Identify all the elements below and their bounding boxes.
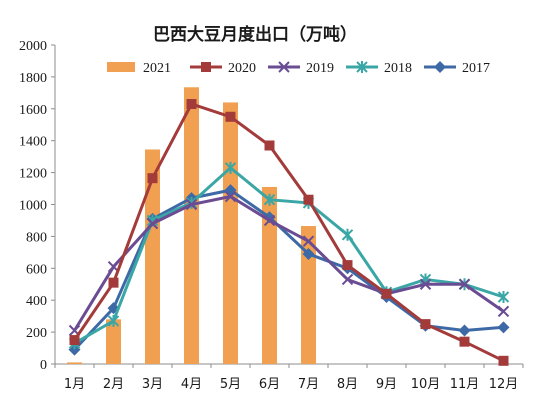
y-tick-label: 800 (26, 230, 47, 245)
y-axis-ticks: 0 200 400 600 800 1000 1200 1400 1600 1800 2000 (19, 39, 55, 373)
x-tick-label: 2月 (103, 377, 124, 392)
legend-label: 2018 (384, 61, 412, 76)
legend-marker (356, 61, 368, 73)
point-2020 (459, 336, 470, 347)
point-2019 (146, 217, 159, 230)
legend-item-2018: 2018 (346, 61, 412, 76)
legend-item-2017: 2017 (424, 61, 490, 76)
legend-label: 2019 (306, 61, 334, 76)
point-2017 (497, 321, 510, 334)
x-tick-label: 9月 (376, 377, 397, 392)
point-2020 (381, 288, 392, 299)
bar-2021 (262, 186, 277, 364)
point-2020 (147, 173, 158, 184)
point-2017 (302, 247, 315, 260)
series-2020 (69, 99, 509, 366)
x-tick-label: 5月 (220, 377, 241, 392)
legend-marker (201, 62, 211, 72)
y-tick-label: 1800 (19, 71, 47, 86)
line-series (68, 99, 510, 366)
legend-marker (434, 61, 446, 73)
x-axis-ticks: 1月 2月 3月 4月 5月 6月 7月 8月 9月 10月 11月 12月 (54, 364, 524, 392)
point-2020 (264, 140, 275, 151)
point-2020 (108, 277, 119, 288)
point-2019 (497, 305, 510, 318)
x-tick-label: 4月 (181, 377, 202, 392)
legend-label: 2017 (462, 61, 490, 76)
point-2018 (497, 291, 510, 304)
point-2020 (420, 319, 431, 330)
y-tick-label: 200 (26, 326, 47, 341)
bar-2021 (67, 362, 82, 364)
y-tick-label: 1200 (19, 167, 47, 182)
legend-label: 2020 (228, 61, 256, 76)
point-2019 (263, 214, 276, 227)
line-2020 (73, 102, 505, 363)
y-tick-label: 400 (26, 294, 47, 309)
x-tick-label: 12月 (489, 377, 519, 392)
point-2019 (302, 235, 315, 247)
point-2017 (458, 324, 471, 337)
bar-2021 (145, 149, 160, 364)
x-tick-label: 6月 (259, 377, 280, 392)
point-2019 (419, 278, 432, 290)
bar-series (67, 87, 316, 365)
point-2020 (69, 335, 80, 346)
bar-2021 (301, 226, 316, 364)
point-2018 (107, 314, 120, 327)
y-tick-label: 1600 (19, 103, 47, 118)
bar-2021 (223, 102, 238, 365)
y-tick-label: 1000 (19, 199, 47, 214)
point-2020 (186, 99, 197, 110)
chart-title: 巴西大豆月度出口（万吨） (153, 24, 357, 45)
point-2018 (263, 193, 276, 206)
legend: 2021 2020 2019 2018 2017 (107, 61, 490, 76)
legend-swatch (107, 62, 135, 72)
bar-2021 (106, 319, 121, 364)
line-2019 (73, 194, 505, 332)
point-2020 (303, 194, 314, 205)
legend-label: 2021 (143, 61, 171, 76)
y-tick-label: 600 (26, 262, 47, 277)
point-2018 (224, 161, 237, 174)
legend-marker (278, 61, 290, 73)
point-2019 (458, 278, 471, 290)
legend-item-2021: 2021 (107, 61, 171, 76)
point-2020 (342, 260, 353, 271)
y-tick-label: 2000 (19, 39, 47, 54)
legend-item-2020: 2020 (190, 61, 256, 76)
legend-item-2019: 2019 (268, 61, 334, 76)
x-tick-label: 11月 (450, 377, 480, 392)
point-2020 (498, 355, 509, 366)
bar-2021 (184, 87, 199, 364)
series-2019 (68, 190, 510, 337)
x-tick-label: 8月 (337, 377, 358, 392)
y-tick-label: 0 (40, 358, 47, 373)
point-2019 (341, 273, 354, 286)
point-2020 (225, 111, 236, 122)
x-tick-label: 10月 (411, 377, 441, 392)
line-2018 (73, 165, 504, 345)
y-tick-label: 1400 (19, 135, 47, 150)
point-2019 (185, 198, 198, 211)
x-tick-label: 7月 (298, 377, 319, 392)
point-2018 (341, 228, 354, 241)
x-tick-label: 3月 (142, 377, 163, 392)
point-2019 (224, 190, 237, 203)
x-tick-label: 1月 (64, 377, 85, 392)
